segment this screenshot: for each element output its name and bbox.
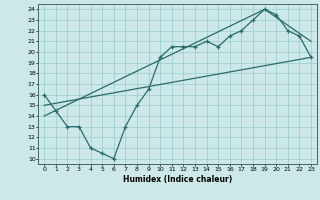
X-axis label: Humidex (Indice chaleur): Humidex (Indice chaleur) (123, 175, 232, 184)
